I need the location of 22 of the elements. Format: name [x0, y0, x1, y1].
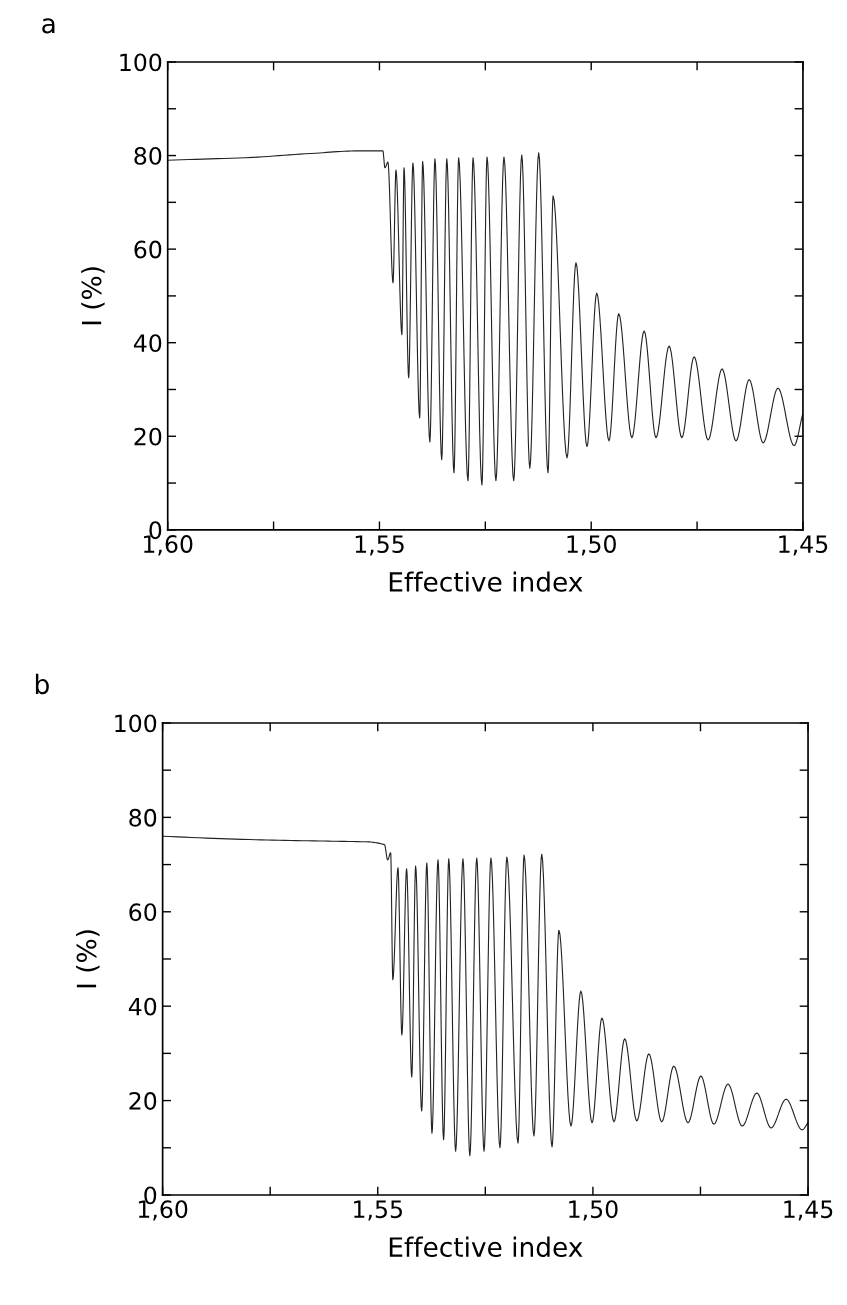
y-axis-title: I (%) — [76, 930, 100, 988]
y-tick-label: 100 — [115, 714, 157, 733]
y-axis-title: I (%) — [81, 267, 105, 325]
x-tick-label: 1,55 — [354, 1200, 402, 1221]
x-tick-label: 1,50 — [567, 535, 616, 556]
y-tick-label: 80 — [129, 808, 157, 827]
y-tick-label: 20 — [129, 1092, 157, 1110]
y-tick-label: 20 — [134, 427, 162, 446]
x-axis-title: Effective index — [389, 571, 583, 592]
y-tick-label: 80 — [134, 147, 162, 165]
y-tick-label: 60 — [134, 240, 162, 259]
y-tick-label: 100 — [120, 53, 162, 72]
x-tick-label: 1,45 — [779, 535, 828, 556]
y-tick-label: 40 — [133, 334, 162, 352]
x-axis-title: Effective index — [389, 1236, 583, 1258]
chart-title: b — [35, 673, 49, 695]
chart-title: a — [42, 18, 55, 34]
x-tick-label: 1,45 — [784, 1200, 833, 1221]
y-tick-label: 60 — [129, 903, 157, 922]
y-tick-label: 40 — [128, 997, 157, 1016]
x-tick-label: 1,50 — [569, 1200, 618, 1221]
x-tick-label: 1,55 — [355, 535, 404, 556]
